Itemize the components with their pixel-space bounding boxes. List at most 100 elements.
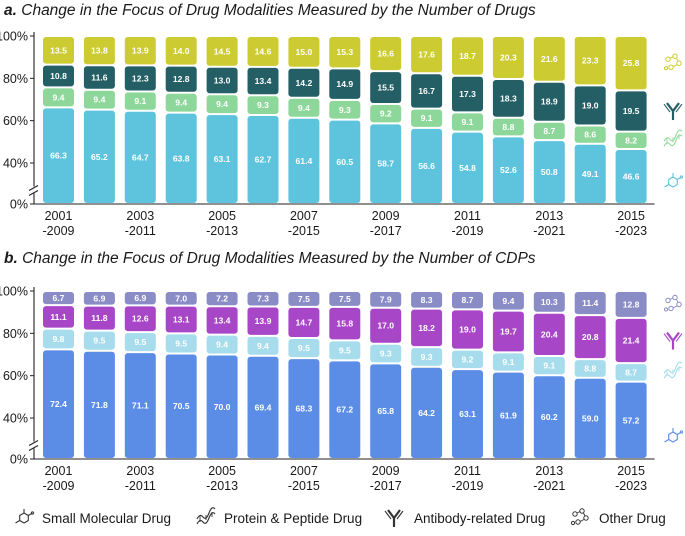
- value-label: 56.6: [418, 161, 435, 171]
- bar-segment: [615, 91, 647, 131]
- bar-segment: [288, 359, 320, 458]
- value-label: 9.3: [380, 349, 392, 359]
- value-label: 15.8: [336, 319, 353, 329]
- bar-stack: 72.4 9.8 11.1 6.7: [43, 292, 74, 458]
- value-label: 25.8: [623, 58, 640, 68]
- value-label: 68.3: [296, 404, 313, 414]
- value-label: 15.3: [336, 47, 353, 57]
- bar-segment: [411, 109, 443, 127]
- value-label: 69.4: [255, 402, 272, 412]
- value-label: 52.6: [500, 165, 517, 175]
- bar-segment: [247, 356, 279, 458]
- bar-segment: [533, 376, 565, 458]
- bar-segment: [165, 306, 197, 333]
- value-label: 9.3: [421, 352, 433, 362]
- bar-segment: [533, 313, 565, 355]
- bar-segment: [247, 115, 279, 203]
- bar-segment: [452, 113, 483, 131]
- axis-break-mark: [28, 440, 39, 446]
- x-tick-label: -2011: [125, 224, 156, 238]
- value-label: 14.6: [255, 46, 272, 56]
- x-tick-label: -2023: [615, 224, 647, 238]
- molecule-icon: [14, 508, 35, 524]
- value-label: 9.3: [339, 105, 351, 115]
- value-label: 72.4: [50, 399, 67, 409]
- x-tick-label: 2001: [45, 464, 73, 478]
- value-label: 46.6: [623, 172, 640, 182]
- bar-segment: [452, 370, 483, 458]
- value-label: 14.0: [173, 46, 190, 56]
- x-tick-label: -2015: [288, 224, 320, 238]
- value-label: 70.5: [173, 401, 190, 411]
- bar-stack: 70.5 9.5 13.1 7.0: [165, 292, 197, 458]
- bar-segment: [43, 65, 74, 87]
- bar-segment: [43, 37, 74, 64]
- value-label: 9.5: [134, 337, 146, 347]
- value-label: 9.4: [93, 95, 105, 105]
- value-label: 18.7: [459, 51, 476, 61]
- bar-segment: [492, 137, 524, 203]
- bar-segment: [288, 98, 320, 117]
- value-label: 21.6: [541, 54, 558, 64]
- value-label: 63.1: [214, 154, 231, 164]
- value-label: 70.0: [214, 402, 231, 412]
- value-label: 11.8: [91, 313, 107, 323]
- bar-stack: 56.6 9.1 16.7 17.6: [411, 37, 443, 203]
- y-tick-label: 40%: [3, 412, 28, 426]
- bar-segment: [411, 348, 443, 366]
- value-label: 14.9: [336, 79, 353, 89]
- bar-segment: [83, 90, 115, 109]
- bar-segment: [288, 292, 320, 306]
- bar-segment: [411, 292, 443, 308]
- bar-segment: [329, 307, 361, 340]
- bar-segment: [615, 37, 647, 90]
- bar-segment: [124, 66, 156, 91]
- value-label: 9.1: [134, 96, 146, 106]
- bar-segment: [247, 37, 279, 66]
- bar-stack: 60.2 9.1 20.4 10.3: [533, 292, 565, 458]
- value-label: 57.2: [623, 415, 640, 425]
- bar-segment: [411, 367, 443, 458]
- value-label: 14.2: [296, 78, 313, 88]
- value-label: 62.7: [255, 154, 272, 164]
- panel-a-title-text: Change in the Focus of Drug Modalities M…: [21, 2, 536, 19]
- value-label: 61.9: [500, 410, 517, 420]
- bar-segment: [615, 132, 647, 149]
- other-drug-icon: [663, 294, 682, 312]
- value-label: 19.0: [582, 100, 599, 110]
- bar-segment: [492, 118, 524, 136]
- bar-segment: [452, 292, 483, 309]
- bar-segment: [370, 364, 402, 458]
- value-label: 13.4: [214, 315, 231, 325]
- value-label: 9.4: [216, 340, 228, 350]
- value-label: 9.4: [502, 296, 514, 306]
- value-label: 19.5: [623, 106, 640, 116]
- bar-segment: [165, 354, 197, 458]
- value-label: 60.5: [336, 157, 353, 167]
- bar-segment: [533, 356, 565, 375]
- bar-stack: 71.8 9.5 11.8 6.9: [83, 292, 115, 458]
- bar-segment: [288, 68, 320, 97]
- x-tick-label: -2009: [43, 224, 75, 238]
- x-tick-label: -2015: [288, 479, 320, 493]
- value-label: 17.3: [459, 89, 476, 99]
- bar-segment: [288, 307, 320, 337]
- axis-break-gap: [29, 441, 39, 449]
- y-tick-label: 100%: [0, 285, 28, 299]
- x-tick-label: 2005: [208, 209, 236, 223]
- value-label: 71.8: [91, 400, 108, 410]
- bar-segment: [83, 292, 115, 305]
- bar-stack: 69.4 9.4 13.9 7.3: [247, 292, 279, 458]
- value-label: 9.4: [53, 92, 65, 102]
- x-tick-label: -2017: [370, 479, 402, 493]
- bar-segment: [329, 292, 361, 306]
- value-label: 12.8: [173, 74, 190, 84]
- bar-segment: [492, 292, 524, 310]
- y-tick-label: 100%: [0, 30, 28, 44]
- legend-label-antibody: Antibody-related Drug: [414, 511, 545, 526]
- value-label: 13.4: [255, 76, 272, 86]
- panel-b: b. Change in the Focus of Drug Modalitie…: [0, 250, 684, 493]
- bar-stack: 58.7 9.2 15.5 16.6: [370, 37, 402, 203]
- value-label: 18.9: [541, 97, 558, 107]
